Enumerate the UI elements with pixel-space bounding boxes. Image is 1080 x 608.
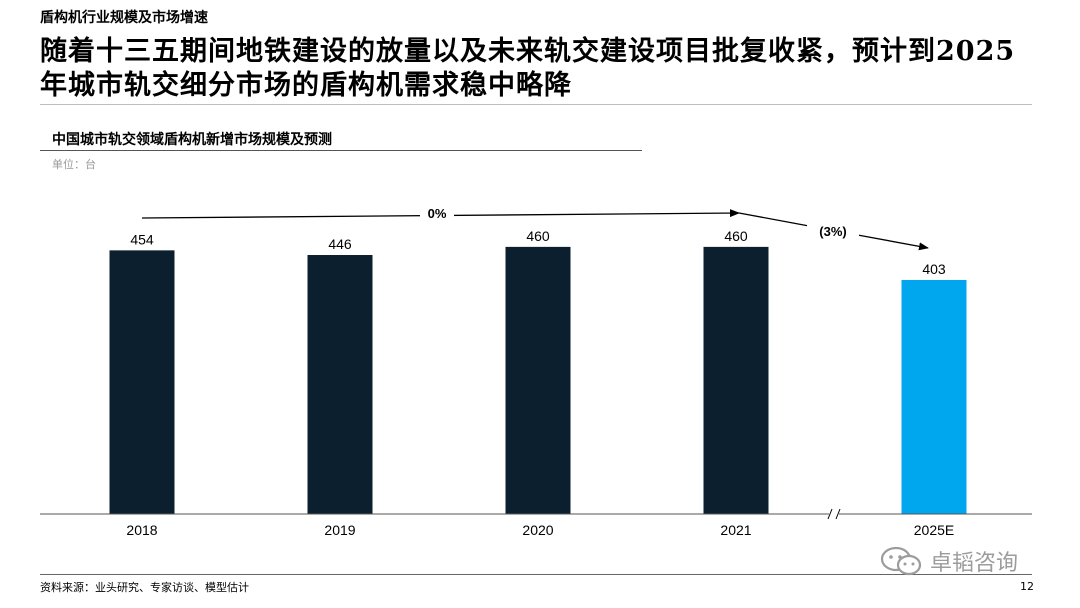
tick-label-2025e: 2025E <box>914 522 954 538</box>
axis-break-mark-right <box>835 508 841 520</box>
page-headline: 随着十三五期间地铁建设的放量以及未来轨交建设项目批复收紧，预计到2025年城市轨… <box>40 36 1016 101</box>
axis-break-mark-left <box>827 508 833 520</box>
unit-label: 单位：台 <box>52 158 96 171</box>
bar-2020 <box>505 246 571 515</box>
watermark-text: 卓韬咨询 <box>930 551 1019 576</box>
growth-arrow-2021-2025-b <box>858 234 929 251</box>
tick-label-2021: 2021 <box>720 522 751 538</box>
footer-divider <box>40 574 1032 575</box>
growth-label-0pct: 0% <box>428 206 447 221</box>
chart-title: 中国城市轨交领域盾构机新增市场规模及预测 <box>52 132 332 148</box>
wechat-icon <box>880 546 922 576</box>
chart-title-divider <box>40 150 642 151</box>
data-label-2021: 460 <box>724 228 748 244</box>
page-number: 12 <box>1020 580 1034 593</box>
growth-label-neg3pct: (3%) <box>819 224 846 239</box>
data-label-2025e: 403 <box>922 261 946 277</box>
data-label-2019: 446 <box>328 236 352 252</box>
data-label-2020: 460 <box>526 228 550 244</box>
tick-label-2020: 2020 <box>522 522 553 538</box>
tick-label-2019: 2019 <box>324 522 355 538</box>
axis-break-gap <box>829 511 839 517</box>
header-divider <box>40 104 1032 105</box>
bar-2018 <box>109 250 175 515</box>
data-label-2018: 454 <box>130 231 154 247</box>
section-title: 盾构机行业规模及市场增速 <box>40 10 208 26</box>
growth-arrow-2021-2025-a <box>738 212 808 227</box>
bar-2019 <box>307 255 373 514</box>
bar-2025e <box>901 279 967 514</box>
bar-2021 <box>703 246 769 515</box>
watermark: 卓韬咨询 <box>880 545 1018 577</box>
source-note: 资料来源：业头研究、专家访谈、模型估计 <box>40 581 249 594</box>
tick-label-2018: 2018 <box>126 522 157 538</box>
growth-label-bg-1 <box>420 207 454 219</box>
